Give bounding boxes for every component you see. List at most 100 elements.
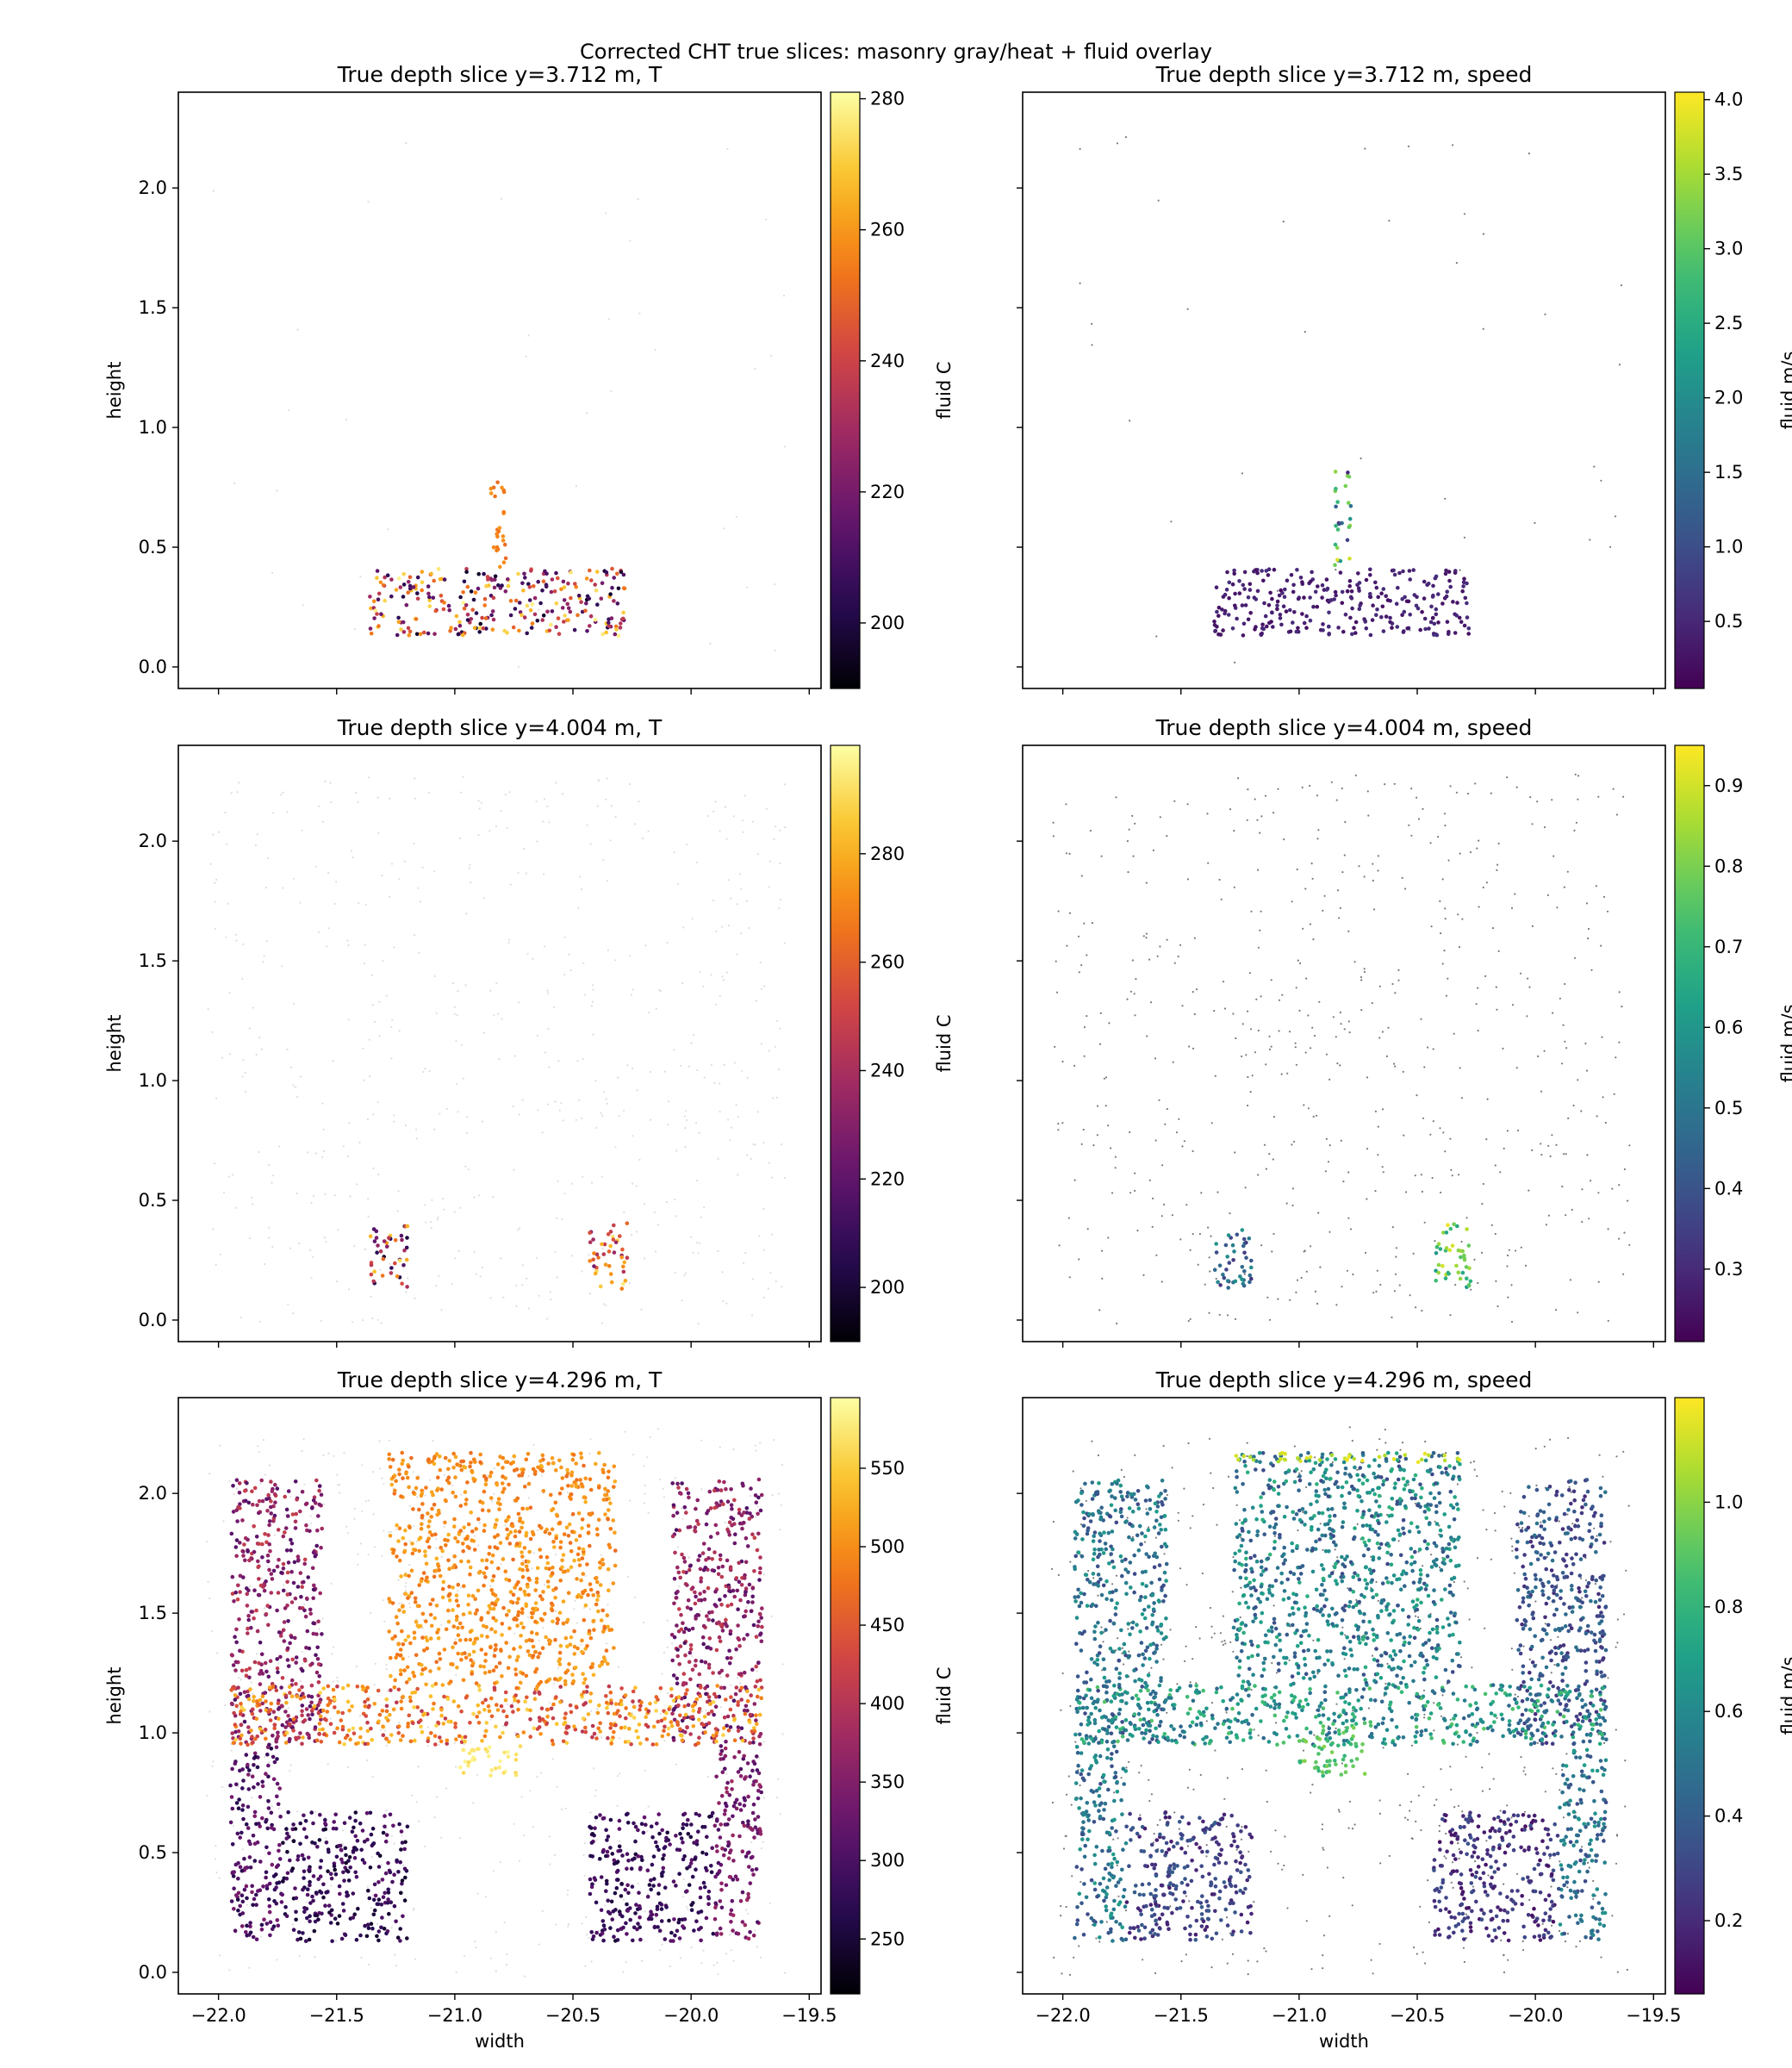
data-point xyxy=(348,1737,352,1741)
data-point xyxy=(611,1518,615,1523)
mesh-point xyxy=(1192,991,1194,994)
data-point xyxy=(670,1534,675,1539)
mesh-point xyxy=(254,844,257,847)
data-point xyxy=(261,1884,265,1889)
data-point xyxy=(255,1699,259,1704)
mesh-point xyxy=(1247,1010,1249,1012)
mesh-point xyxy=(248,1236,251,1240)
data-point xyxy=(685,1725,689,1729)
mesh-point xyxy=(1402,1070,1404,1073)
mesh-point xyxy=(763,1249,766,1251)
data-point xyxy=(1460,1270,1465,1275)
mesh-point xyxy=(609,839,612,842)
data-point xyxy=(523,576,527,580)
mesh-point xyxy=(1485,881,1488,884)
data-point xyxy=(613,632,618,637)
mesh-point xyxy=(1475,1003,1478,1006)
mesh-point xyxy=(765,807,768,810)
data-point xyxy=(463,1735,468,1740)
data-point xyxy=(1316,584,1320,589)
mesh-point xyxy=(605,798,607,800)
data-point xyxy=(724,1617,728,1623)
mesh-point xyxy=(234,1206,237,1209)
mesh-point xyxy=(610,805,613,807)
data-point xyxy=(496,1566,501,1571)
data-point xyxy=(401,1610,407,1614)
data-point xyxy=(296,1558,301,1562)
mesh-point xyxy=(207,1580,209,1583)
data-point xyxy=(565,1617,570,1623)
mesh-point xyxy=(464,1165,467,1168)
data-point xyxy=(582,1495,587,1499)
data-point xyxy=(1462,576,1466,581)
mesh-point xyxy=(1288,1031,1291,1033)
data-point xyxy=(455,1665,459,1670)
data-point xyxy=(258,1682,263,1686)
mesh-point xyxy=(1588,1218,1590,1220)
mesh-point xyxy=(1554,1309,1558,1311)
data-point xyxy=(426,1511,430,1516)
data-point xyxy=(332,1730,337,1735)
data-point xyxy=(252,1859,258,1863)
data-point xyxy=(447,1567,451,1571)
data-point xyxy=(566,1591,571,1595)
data-point xyxy=(651,1724,656,1729)
data-point xyxy=(615,571,619,576)
data-point xyxy=(501,1605,506,1610)
mesh-point xyxy=(588,1452,591,1454)
mesh-point xyxy=(535,800,538,803)
mesh-point xyxy=(541,1131,544,1134)
data-point xyxy=(530,1615,534,1620)
mesh-point xyxy=(348,1122,351,1124)
mesh-point xyxy=(679,1957,682,1959)
mesh-point xyxy=(411,1794,414,1797)
mesh-point xyxy=(1443,950,1446,952)
mesh-point xyxy=(347,1532,350,1535)
data-point xyxy=(594,1461,598,1467)
mesh-point xyxy=(626,1064,629,1067)
mesh-point xyxy=(1166,835,1168,838)
data-point xyxy=(501,534,506,539)
data-point xyxy=(529,626,534,630)
mesh-point xyxy=(380,1322,383,1324)
data-point xyxy=(319,1545,323,1550)
mesh-point xyxy=(303,1483,306,1486)
data-point xyxy=(1460,1249,1465,1254)
mesh-point xyxy=(604,1491,607,1493)
data-point xyxy=(482,1523,487,1528)
mesh-point xyxy=(1210,1235,1212,1237)
mesh-point xyxy=(1243,1273,1246,1275)
data-point xyxy=(597,1703,601,1708)
mesh-point xyxy=(388,1531,390,1534)
data-point xyxy=(754,1713,758,1717)
mesh-point xyxy=(1377,1154,1379,1156)
data-point xyxy=(616,586,621,591)
mesh-point xyxy=(241,977,244,980)
data-point xyxy=(513,1534,518,1539)
mesh-point xyxy=(1372,879,1374,882)
mesh-point xyxy=(739,888,743,890)
data-point xyxy=(712,1603,718,1607)
mesh-point xyxy=(536,1034,539,1037)
data-point xyxy=(314,1478,319,1483)
data-point xyxy=(298,1571,303,1575)
data-point xyxy=(495,1517,499,1523)
mesh-point xyxy=(301,1449,303,1452)
mesh-point xyxy=(1294,1046,1297,1049)
mesh-point xyxy=(551,1758,555,1760)
data-point xyxy=(569,1492,574,1497)
data-point xyxy=(519,1621,524,1626)
mesh-point xyxy=(1336,1062,1339,1065)
y-axis-label: height xyxy=(104,1015,125,1073)
data-point xyxy=(502,1486,507,1492)
data-point xyxy=(760,1624,764,1629)
mesh-point xyxy=(438,1275,440,1278)
data-point xyxy=(713,1704,719,1709)
mesh-point xyxy=(215,1097,218,1099)
mesh-point xyxy=(518,1113,520,1116)
data-point xyxy=(252,1660,258,1665)
data-point xyxy=(254,1535,259,1539)
data-point xyxy=(262,1917,266,1922)
data-point xyxy=(404,1257,409,1262)
mesh-point xyxy=(413,1524,415,1527)
